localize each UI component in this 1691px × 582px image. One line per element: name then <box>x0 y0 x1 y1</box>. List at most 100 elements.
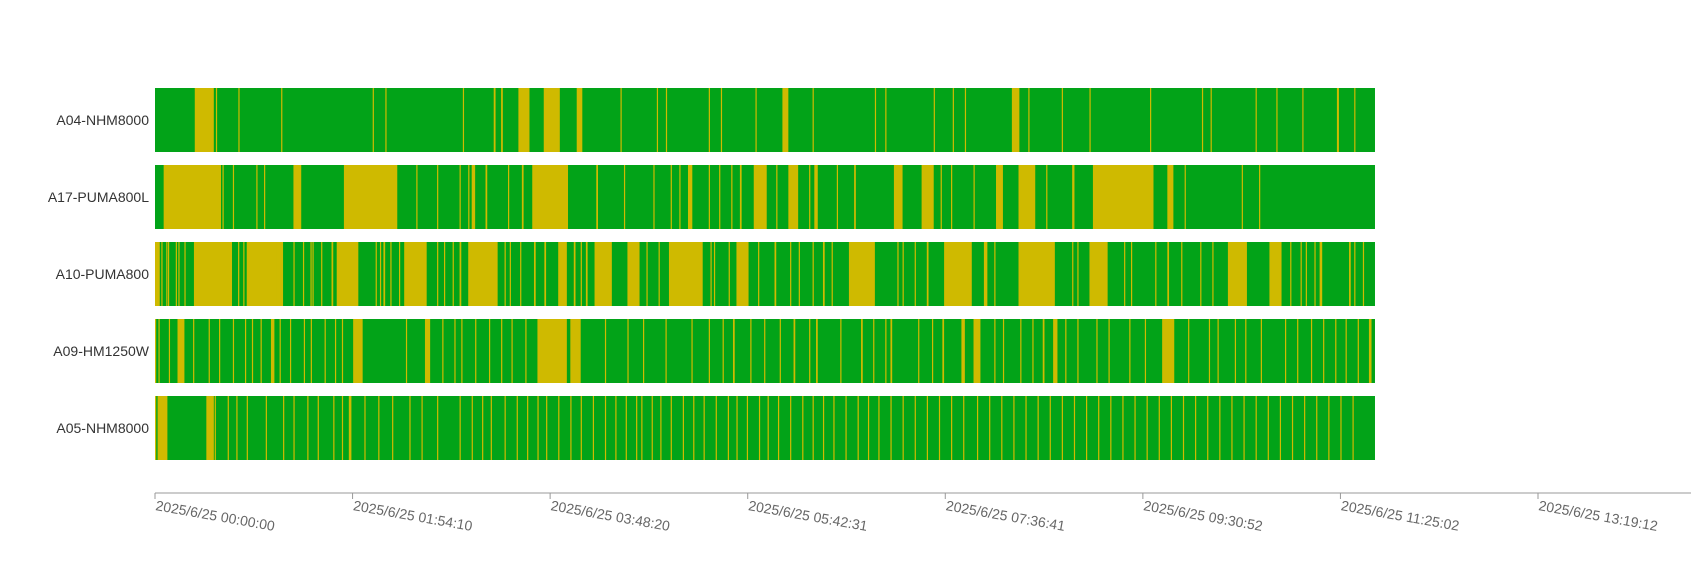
idle-segment <box>1297 319 1299 383</box>
idle-segment <box>874 88 877 152</box>
idle-segment <box>594 242 612 306</box>
idle-segment <box>468 242 498 306</box>
idle-segment <box>790 242 792 306</box>
idle-segment <box>926 396 928 460</box>
idle-segment <box>1207 396 1209 460</box>
row-label: A17-PUMA800L <box>48 189 149 205</box>
idle-segment <box>854 165 856 229</box>
idle-segment <box>790 396 792 460</box>
idle-segment <box>1085 396 1088 460</box>
idle-segment <box>1279 396 1282 460</box>
idle-segment <box>520 242 522 306</box>
idle-segment <box>764 319 766 383</box>
idle-segment <box>1302 88 1304 152</box>
idle-segment <box>1368 319 1372 383</box>
idle-segment <box>739 165 742 229</box>
timeline-row: A10-PUMA800 <box>56 242 1375 306</box>
idle-segment <box>1110 396 1112 460</box>
idle-segment <box>227 396 229 460</box>
idle-segment <box>1134 396 1136 460</box>
idle-segment <box>679 165 681 229</box>
idle-segment <box>1072 165 1075 229</box>
idle-segment <box>779 319 781 383</box>
idle-segment <box>670 396 672 460</box>
timeline-row: A17-PUMA800L <box>48 165 1375 229</box>
idle-segment <box>490 396 492 460</box>
idle-segment <box>722 319 724 383</box>
idle-segment <box>521 165 524 229</box>
idle-segment <box>343 165 398 229</box>
idle-segment <box>1328 396 1330 460</box>
idle-segment <box>615 396 617 460</box>
idle-segment <box>392 396 394 460</box>
idle-segment <box>592 396 595 460</box>
idle-segment <box>511 319 513 383</box>
idle-segment <box>471 396 473 460</box>
idle-segment <box>437 396 439 460</box>
timeline-row: A05-NHM8000 <box>56 396 1375 460</box>
idle-segment <box>558 396 560 460</box>
idle-segment <box>1285 319 1287 383</box>
idle-segment <box>1155 242 1157 306</box>
idle-segment <box>1219 396 1221 460</box>
idle-segment <box>1210 88 1212 152</box>
idle-segment <box>951 165 953 229</box>
idle-segment <box>1188 319 1190 383</box>
idle-segment <box>1089 88 1091 152</box>
idle-segment <box>994 242 996 306</box>
idle-segment <box>944 242 972 306</box>
idle-segment <box>983 242 988 306</box>
idle-segment <box>276 242 278 306</box>
idle-segment <box>1336 88 1339 152</box>
idle-segment <box>651 396 653 460</box>
idle-segment <box>1305 242 1307 306</box>
idle-segment <box>264 165 266 229</box>
idle-segment <box>178 242 180 306</box>
idle-segment <box>215 88 218 152</box>
idle-segment <box>767 396 769 460</box>
idle-segment <box>1181 242 1183 306</box>
idle-segment <box>158 319 160 383</box>
idle-segment <box>307 396 309 460</box>
idle-segment <box>782 88 789 152</box>
idle-segment <box>532 165 569 229</box>
idle-segment <box>812 396 814 460</box>
row-label: A05-NHM8000 <box>56 420 149 436</box>
idle-segment <box>658 242 660 306</box>
idle-segment <box>424 319 431 383</box>
idle-segment <box>452 242 454 306</box>
idle-segment <box>713 242 716 306</box>
idle-segment <box>1144 319 1147 383</box>
idle-segment <box>809 165 811 229</box>
idle-segment <box>321 242 323 306</box>
idle-segment <box>243 242 245 306</box>
row-label: A09-HM1250W <box>53 343 149 359</box>
idle-segment <box>167 242 170 306</box>
idle-segment <box>348 396 352 460</box>
idle-segment <box>1345 319 1347 383</box>
idle-segment <box>1217 319 1219 383</box>
timeline-row: A04-NHM8000 <box>56 88 1375 152</box>
timeline-rows: A04-NHM8000 A17-PUMA800L A10-PUMA800 A09-HM… <box>48 88 1375 460</box>
idle-segment <box>902 242 904 306</box>
idle-segment <box>312 242 314 306</box>
idle-segment <box>1231 396 1233 460</box>
x-tick-label: 2025/6/25 09:30:52 <box>1142 497 1264 534</box>
idle-segment <box>1349 242 1351 306</box>
idle-segment <box>390 242 392 306</box>
idle-segment <box>161 242 163 306</box>
idle-segment <box>1201 88 1204 152</box>
idle-segment <box>175 242 177 306</box>
idle-segment <box>670 165 672 229</box>
idle-segment <box>333 396 335 460</box>
idle-segment <box>459 396 461 460</box>
idle-segment <box>973 165 975 229</box>
idle-segment <box>157 396 168 460</box>
idle-segment <box>260 319 262 383</box>
idle-segment <box>798 242 800 306</box>
idle-segment <box>516 396 518 460</box>
idle-segment <box>1025 396 1027 460</box>
idle-segment <box>442 319 444 383</box>
idle-segment <box>214 396 216 460</box>
idle-segment <box>1234 319 1237 383</box>
